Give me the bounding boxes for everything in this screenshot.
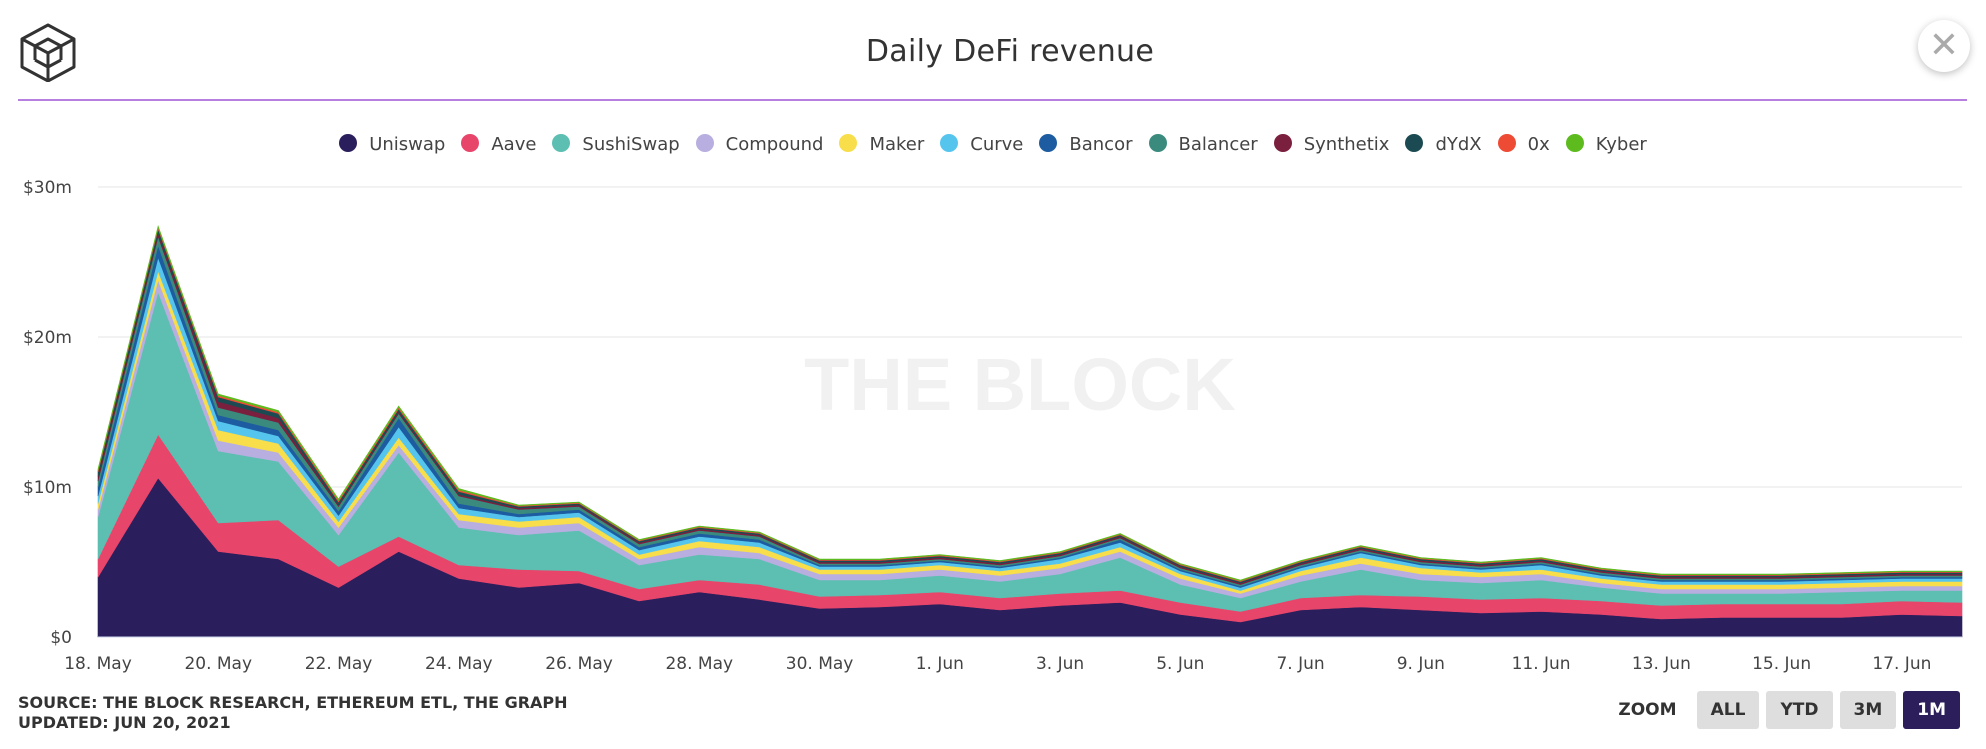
legend-item-dydx[interactable]: dYdX (1405, 134, 1482, 155)
x-tick-label: 7. Jun (1276, 654, 1324, 674)
watermark: THE BLOCK (804, 343, 1236, 426)
x-tick-label: 11. Jun (1512, 654, 1571, 674)
legend-item-compound[interactable]: Compound (695, 134, 824, 155)
legend-item-bancor[interactable]: Bancor (1039, 134, 1133, 155)
x-tick-label: 9. Jun (1397, 654, 1445, 674)
legend-label: dYdX (1435, 134, 1482, 155)
legend-marker (1497, 134, 1516, 152)
x-tick-label: 24. May (425, 654, 493, 674)
area-series-kyber (97, 224, 1963, 582)
y-tick-label: $10m (23, 478, 72, 498)
legend-label: Compound (725, 134, 824, 155)
legend-label: Balancer (1178, 134, 1258, 155)
legend-label: Synthetix (1303, 134, 1390, 155)
x-tick-label: 15. Jun (1752, 654, 1811, 674)
legend-label: Uniswap (369, 134, 446, 155)
legend-item-maker[interactable]: Maker (839, 134, 924, 155)
legend-item-kyber[interactable]: Kyber (1565, 134, 1647, 155)
x-tick-label: 13. Jun (1632, 654, 1691, 674)
legend-marker (461, 134, 480, 152)
zoom-button-1m[interactable]: 1M (1903, 691, 1960, 729)
legend-label: Kyber (1595, 134, 1647, 155)
chart-legend: Uniswap Aave SushiSwap Compound Maker Curve Ba… (0, 134, 1986, 155)
zoom-button-all[interactable]: ALL (1696, 691, 1760, 729)
legend-marker (552, 134, 571, 152)
x-tick-label: 3. Jun (1036, 654, 1084, 674)
legend-marker (695, 134, 714, 152)
legend-item-balancer[interactable]: Balancer (1148, 134, 1258, 155)
zoom-button-3m[interactable]: 3M (1839, 691, 1897, 729)
legend-item-sushiswap[interactable]: SushiSwap (552, 134, 680, 155)
legend-item-uniswap[interactable]: Uniswap (339, 134, 445, 155)
y-tick-label: $30m (23, 178, 72, 198)
legend-label: Curve (970, 134, 1024, 155)
legend-label: Maker (869, 134, 925, 155)
y-tick-label: $0 (50, 628, 72, 648)
source-note: SOURCE: THE BLOCK RESEARCH, ETHEREUM ETL… (18, 693, 568, 733)
x-tick-label: 28. May (665, 654, 733, 674)
legend-marker (1405, 134, 1424, 152)
updated-text: UPDATED: JUN 20, 2021 (18, 713, 231, 732)
cube-logo-icon (20, 23, 76, 82)
legend-label: Aave (491, 134, 537, 155)
legend-marker (1273, 134, 1292, 152)
x-tick-label: 17. Jun (1872, 654, 1931, 674)
legend-marker (1565, 134, 1584, 152)
legend-marker (940, 134, 959, 152)
x-tick-label: 22. May (305, 654, 373, 674)
x-tick-label: 26. May (545, 654, 613, 674)
chart-title: Daily DeFi revenue (865, 34, 1155, 69)
legend-marker (339, 134, 358, 152)
legend-item-0x[interactable]: 0x (1497, 134, 1550, 155)
legend-label: Bancor (1069, 134, 1133, 155)
x-tick-label: 5. Jun (1156, 654, 1204, 674)
source-text: SOURCE: THE BLOCK RESEARCH, ETHEREUM ETL… (18, 693, 568, 712)
zoom-label: ZOOM (1618, 700, 1677, 720)
legend-item-synthetix[interactable]: Synthetix (1273, 134, 1390, 155)
zoom-button-ytd[interactable]: YTD (1766, 691, 1833, 729)
legend-label: SushiSwap (582, 134, 680, 155)
legend-marker (1039, 134, 1058, 152)
x-tick-label: 30. May (786, 654, 854, 674)
legend-item-aave[interactable]: Aave (461, 134, 536, 155)
legend-marker (1148, 134, 1167, 152)
zoom-controls: ZOOM ALL YTD 3M 1M (1618, 691, 1960, 729)
y-tick-label: $20m (23, 328, 72, 348)
x-tick-label: 1. Jun (916, 654, 964, 674)
close-icon[interactable]: ✕ (1918, 20, 1970, 72)
x-tick-label: 20. May (184, 654, 252, 674)
header-divider (18, 99, 1967, 101)
legend-item-curve[interactable]: Curve (940, 134, 1023, 155)
x-tick-label: 18. May (64, 654, 132, 674)
legend-label: 0x (1527, 134, 1550, 155)
legend-marker (839, 134, 858, 152)
